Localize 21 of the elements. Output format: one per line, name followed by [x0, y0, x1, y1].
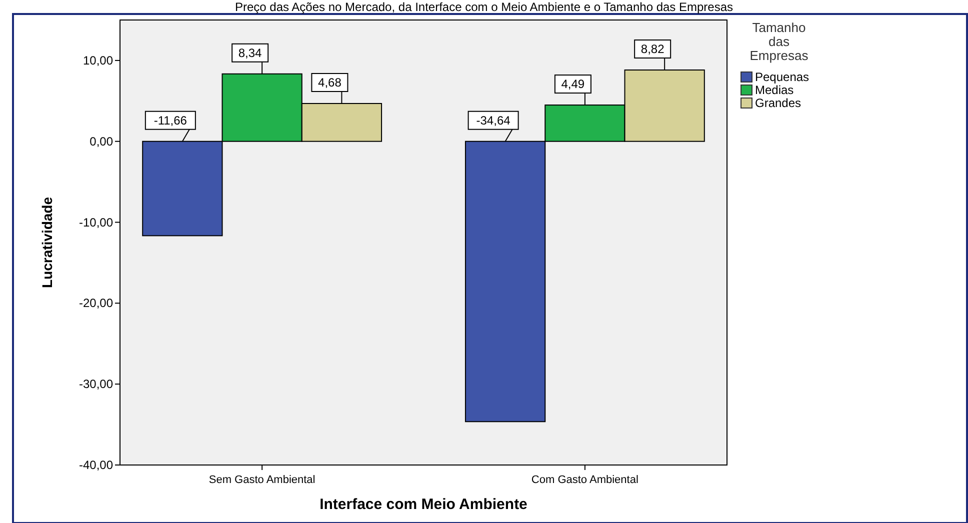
legend-label: Medias	[755, 83, 794, 97]
legend-label: Pequenas	[755, 70, 810, 84]
y-axis-title: Lucratividade	[39, 196, 55, 288]
y-tick-label: -20,00	[78, 296, 114, 310]
y-tick-label: -30,00	[78, 377, 114, 392]
x-axis-title: Interface com Meio Ambiente	[320, 496, 528, 513]
x-tick-label: Com Gasto Ambiental	[531, 474, 638, 486]
y-tick-label: -40,00	[78, 458, 114, 472]
data-label: -11,66	[154, 113, 188, 128]
data-label: -34,64	[476, 113, 511, 128]
data-label: 4,68	[318, 76, 342, 90]
y-tick-label: 0,00	[90, 134, 114, 148]
legend-label: Grandes	[755, 96, 802, 110]
data-label: 8,82	[640, 42, 665, 56]
chart-title: Preço das Ações no Mercado, da Interface com o Meio Ambiente e o Tamanho das Empresas	[234, 0, 734, 14]
x-tick-label: Sem Gasto Ambiental	[208, 474, 316, 486]
y-tick-label: 10,00	[82, 53, 114, 68]
y-tick-label: -10,00	[78, 215, 114, 230]
legend-title: Tamanho das Empresas	[750, 20, 809, 63]
data-label: 8,34	[238, 46, 262, 60]
data-label: 4,49	[561, 77, 585, 92]
